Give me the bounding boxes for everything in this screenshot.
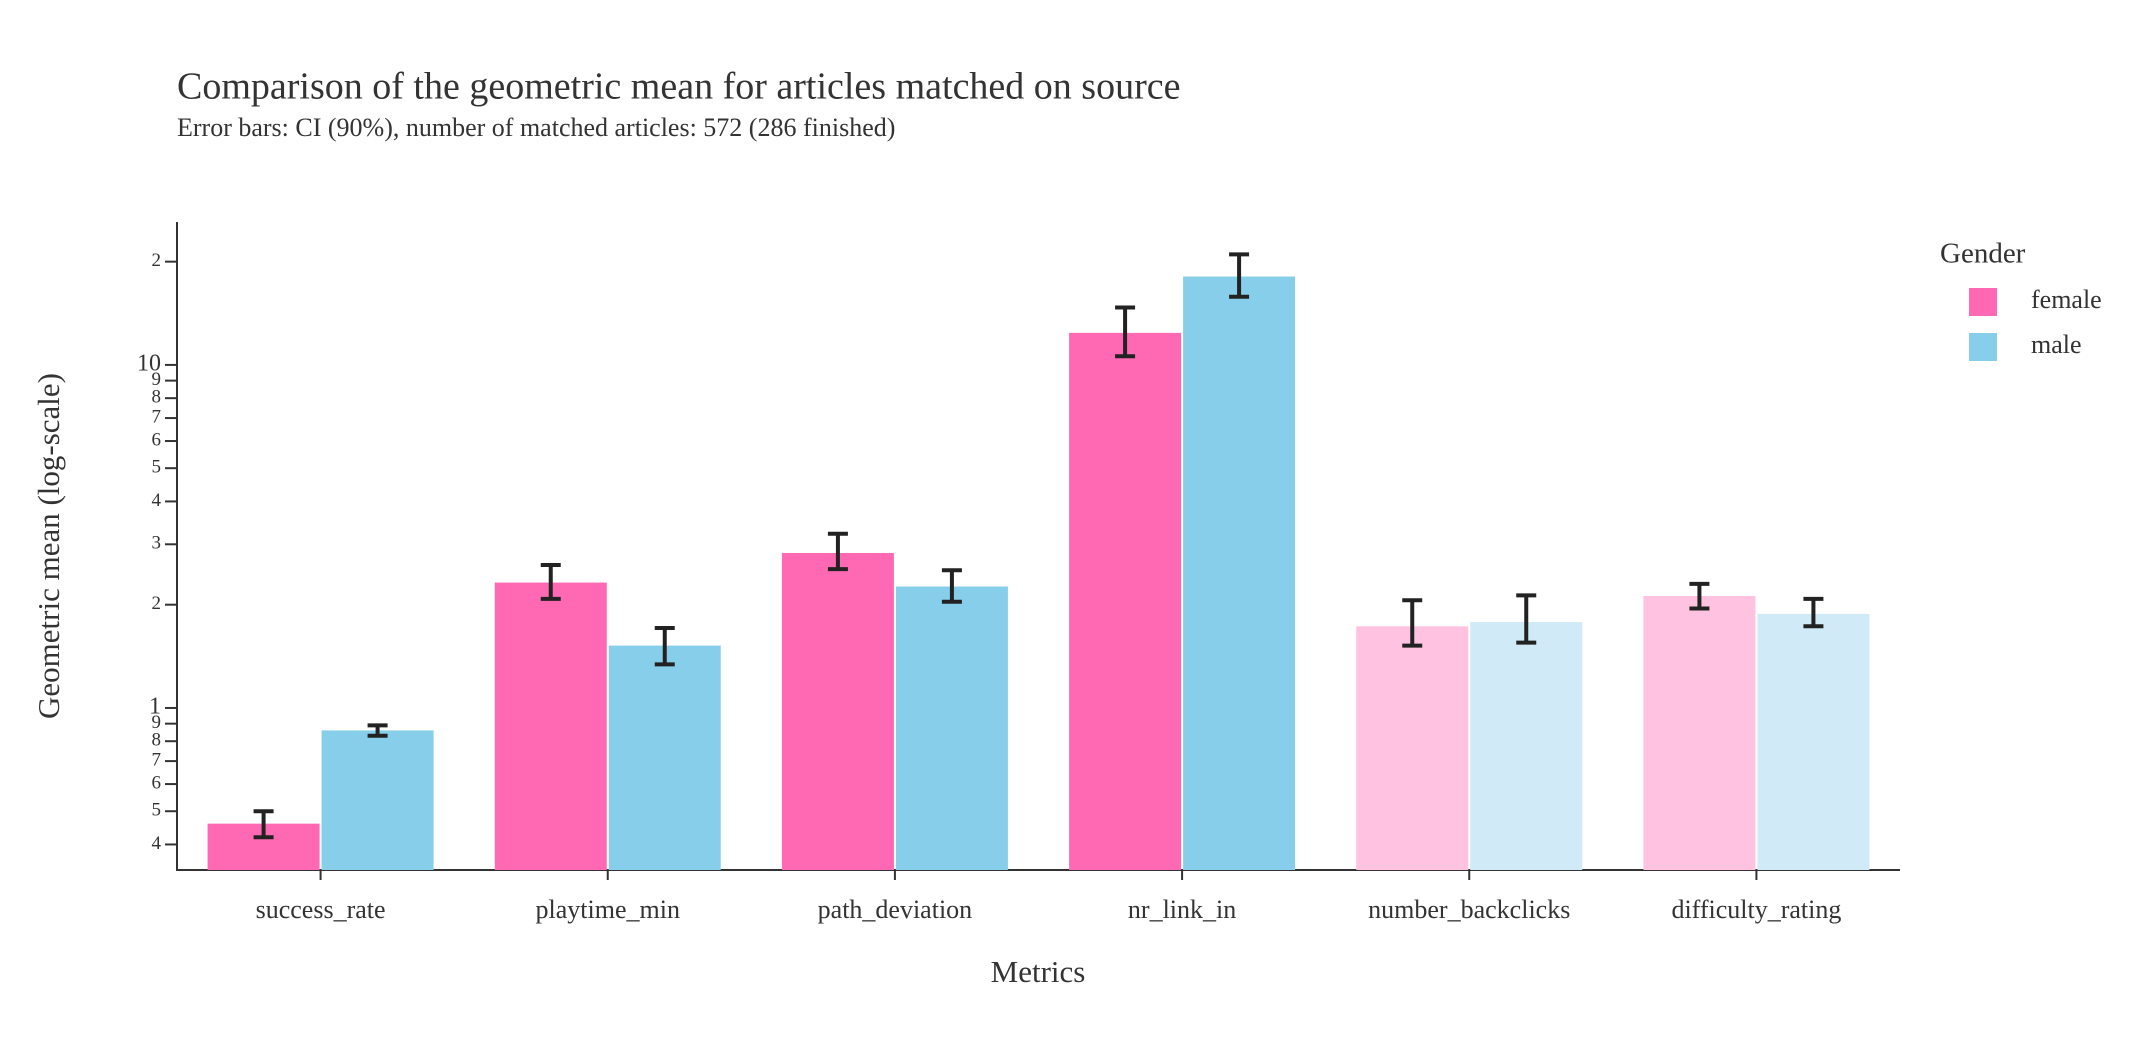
error-bar [540, 563, 561, 601]
y-tick-label: 7 [152, 749, 162, 770]
y-tick-label: 1 [149, 693, 161, 719]
bar [1470, 622, 1583, 870]
y-tick-label: 2 [152, 250, 162, 271]
error-bar [654, 626, 675, 667]
chart-subtitle: Error bars: CI (90%), number of matched … [177, 113, 895, 142]
y-tick-label: 10 [137, 350, 161, 376]
bar [494, 582, 607, 870]
legend-title: Gender [1940, 238, 2026, 270]
y-tick-label: 5 [152, 457, 162, 478]
y-tick-label: 8 [152, 387, 162, 408]
bar [1643, 596, 1756, 870]
bar [608, 645, 721, 870]
legend-label: female [2031, 285, 2102, 314]
legend-swatch [1969, 288, 1997, 316]
error-bar [1689, 581, 1710, 611]
y-tick-label: 3 [152, 533, 162, 554]
error-bar [827, 531, 848, 572]
x-axis-title: Metrics [991, 954, 1086, 989]
y-tick-label: 4 [152, 490, 162, 511]
y-tick-label: 5 [152, 800, 162, 821]
x-tick-label: playtime_min [536, 895, 680, 924]
legend-swatch [1969, 333, 1997, 361]
y-tick-label: 9 [152, 712, 162, 733]
x-tick-label: difficulty_rating [1671, 895, 1841, 924]
bar [781, 552, 894, 870]
error-bar [1516, 593, 1537, 645]
bar [1183, 276, 1296, 870]
bar [1356, 626, 1469, 870]
x-tick-label: path_deviation [818, 895, 973, 924]
x-tick-label: nr_link_in [1128, 895, 1236, 924]
error-bar [1229, 252, 1250, 299]
bar [321, 730, 434, 870]
bar [1757, 613, 1870, 870]
error-bar [253, 809, 274, 840]
y-tick-label: 9 [152, 369, 162, 390]
y-tick-label: 6 [152, 772, 162, 793]
y-axis-title: Geometric mean (log-scale) [31, 373, 66, 719]
x-tick-label: success_rate [256, 895, 386, 924]
bar [1069, 332, 1182, 870]
error-bar [367, 723, 388, 738]
error-bar [1803, 596, 1824, 629]
y-tick-label: 6 [152, 429, 162, 450]
error-bar [941, 568, 962, 604]
legend-label: male [2031, 330, 2082, 359]
chart-title: Comparison of the geometric mean for art… [177, 66, 1180, 108]
error-bar [1402, 598, 1423, 648]
y-tick-label: 8 [152, 730, 162, 751]
y-tick-label: 4 [152, 833, 162, 854]
error-bar [1115, 305, 1136, 359]
x-tick-label: number_backclicks [1368, 895, 1570, 924]
y-tick-label: 7 [152, 406, 162, 427]
y-tick-label: 2 [152, 593, 162, 614]
bar [895, 586, 1008, 870]
